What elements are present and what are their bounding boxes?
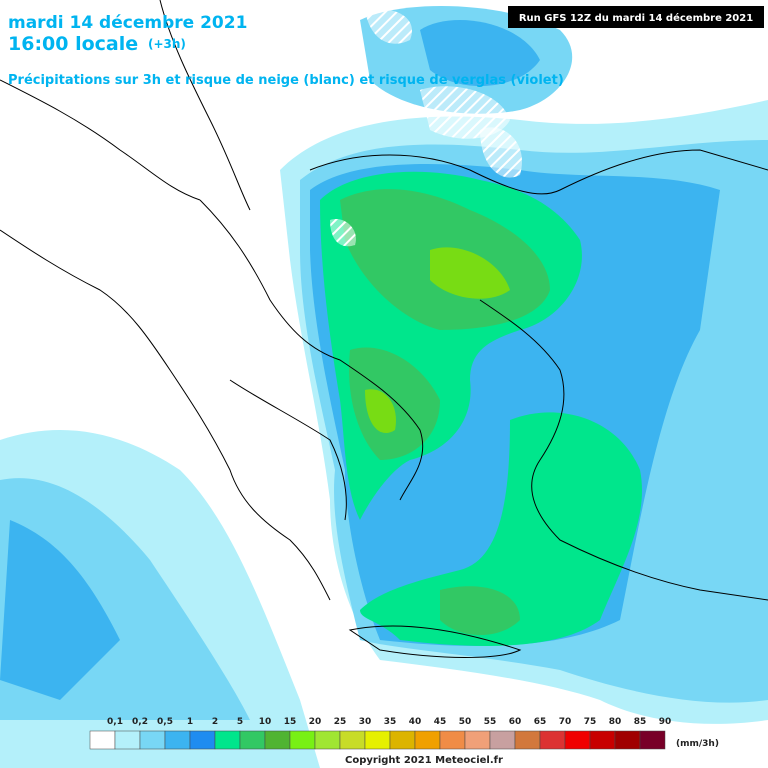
copyright: Copyright 2021 Meteociel.fr bbox=[345, 755, 503, 766]
legend-swatch bbox=[164, 730, 191, 750]
legend-label: 15 bbox=[284, 717, 297, 727]
legend-swatch bbox=[539, 730, 566, 750]
legend-label: 55 bbox=[484, 717, 497, 727]
legend-swatch bbox=[89, 730, 116, 750]
legend-swatch bbox=[239, 730, 266, 750]
legend-swatch bbox=[114, 730, 141, 750]
legend-label: 2 bbox=[212, 717, 218, 727]
legend-label: 1 bbox=[187, 717, 193, 727]
legend-label: 25 bbox=[334, 717, 347, 727]
legend-label: 0,2 bbox=[132, 717, 148, 727]
legend-swatch bbox=[439, 730, 466, 750]
precipitation-field bbox=[0, 6, 768, 768]
legend-unit: (mm/3h) bbox=[676, 739, 719, 749]
legend-swatch bbox=[139, 730, 166, 750]
legend-label: 10 bbox=[259, 717, 272, 727]
legend-swatch bbox=[614, 730, 641, 750]
legend-swatch bbox=[464, 730, 491, 750]
time-offset: (+3h) bbox=[148, 37, 186, 51]
legend-swatch bbox=[289, 730, 316, 750]
legend-label: 80 bbox=[609, 717, 622, 727]
legend-swatch bbox=[364, 730, 391, 750]
legend-label: 35 bbox=[384, 717, 397, 727]
legend-label: 20 bbox=[309, 717, 322, 727]
legend-swatch bbox=[339, 730, 366, 750]
run-label-box bbox=[508, 6, 764, 28]
legend-label: 30 bbox=[359, 717, 372, 727]
legend-swatch bbox=[414, 730, 441, 750]
legend-label: 85 bbox=[634, 717, 647, 727]
legend-label: 0,1 bbox=[107, 717, 123, 727]
legend-swatch bbox=[314, 730, 341, 750]
coastlines bbox=[0, 0, 768, 658]
legend-label: 0,5 bbox=[157, 717, 173, 727]
legend-swatch bbox=[589, 730, 616, 750]
time-title: 16:00 locale bbox=[8, 33, 138, 55]
legend-swatch bbox=[214, 730, 241, 750]
legend-label: 70 bbox=[559, 717, 572, 727]
legend-label: 90 bbox=[659, 717, 672, 727]
run-label: Run GFS 12Z du mardi 14 décembre 2021 bbox=[519, 12, 753, 24]
legend-label: 65 bbox=[534, 717, 547, 727]
legend-swatch bbox=[564, 730, 591, 750]
subtitle: Précipitations sur 3h et risque de neige… bbox=[8, 73, 564, 88]
legend-label: 5 bbox=[237, 717, 243, 727]
legend-label: 40 bbox=[409, 717, 422, 727]
legend-label: 60 bbox=[509, 717, 522, 727]
legend-swatch bbox=[264, 730, 291, 750]
legend-swatch bbox=[489, 730, 516, 750]
legend-swatch bbox=[189, 730, 216, 750]
legend-label: 75 bbox=[584, 717, 597, 727]
legend-swatch bbox=[514, 730, 541, 750]
legend-swatch bbox=[639, 730, 666, 750]
legend-label: 50 bbox=[459, 717, 472, 727]
legend-label: 45 bbox=[434, 717, 447, 727]
date-title: mardi 14 décembre 2021 bbox=[8, 13, 247, 33]
legend-swatch bbox=[389, 730, 416, 750]
legend: 0,1 0,2 0,5 1 2 5 10 15 20 25 30 35 40 45 50 55 60 65 70 75… bbox=[89, 717, 672, 750]
